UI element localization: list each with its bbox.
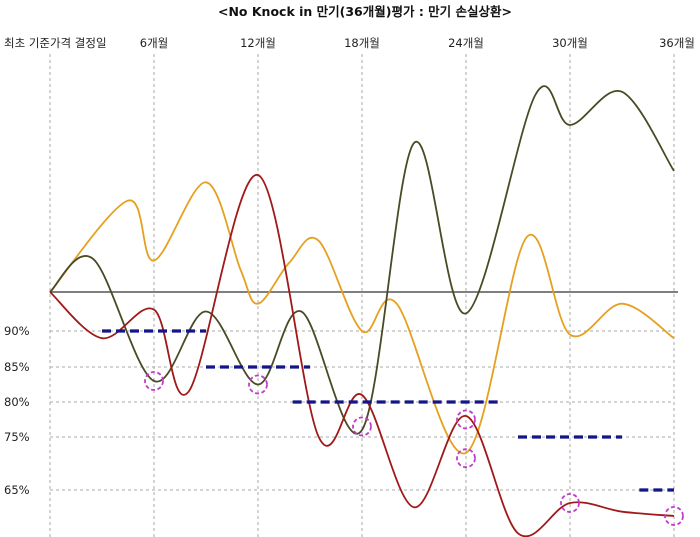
y-tick-label: 90%	[4, 324, 30, 338]
y-tick-label: 65%	[4, 483, 30, 497]
x-tick-label: 18개월	[344, 36, 380, 50]
chart-title: <No Knock in 만기(36개월)평가 : 만기 손실상환>	[218, 4, 512, 19]
observation-marker	[560, 493, 580, 513]
observation-marker	[248, 374, 268, 395]
series-line-3	[49, 174, 675, 537]
x-tick-label: 36개월	[659, 36, 695, 50]
y-tick-label: 80%	[4, 395, 30, 409]
observation-marker	[456, 409, 476, 430]
marker-group	[144, 371, 684, 526]
observation-marker	[352, 416, 372, 437]
x-start-label: 최초 기준가격 결정일	[4, 36, 107, 50]
y-tick-label: 75%	[4, 430, 30, 444]
y-tick-label: 85%	[4, 360, 30, 374]
observation-marker	[664, 506, 684, 526]
observation-marker	[144, 371, 164, 391]
x-tick-label: 6개월	[140, 36, 168, 50]
label-group: 최초 기준가격 결정일 6개월 12개월 18개월 24개월 30개월 36개월 90% 85%…	[4, 36, 695, 497]
x-tick-label: 30개월	[552, 36, 588, 50]
x-tick-label: 12개월	[240, 36, 276, 50]
barrier-group	[102, 329, 674, 492]
x-tick-label: 24개월	[448, 36, 484, 50]
series-line-1	[49, 181, 675, 454]
gridlines	[49, 54, 675, 537]
observation-marker	[456, 448, 476, 469]
